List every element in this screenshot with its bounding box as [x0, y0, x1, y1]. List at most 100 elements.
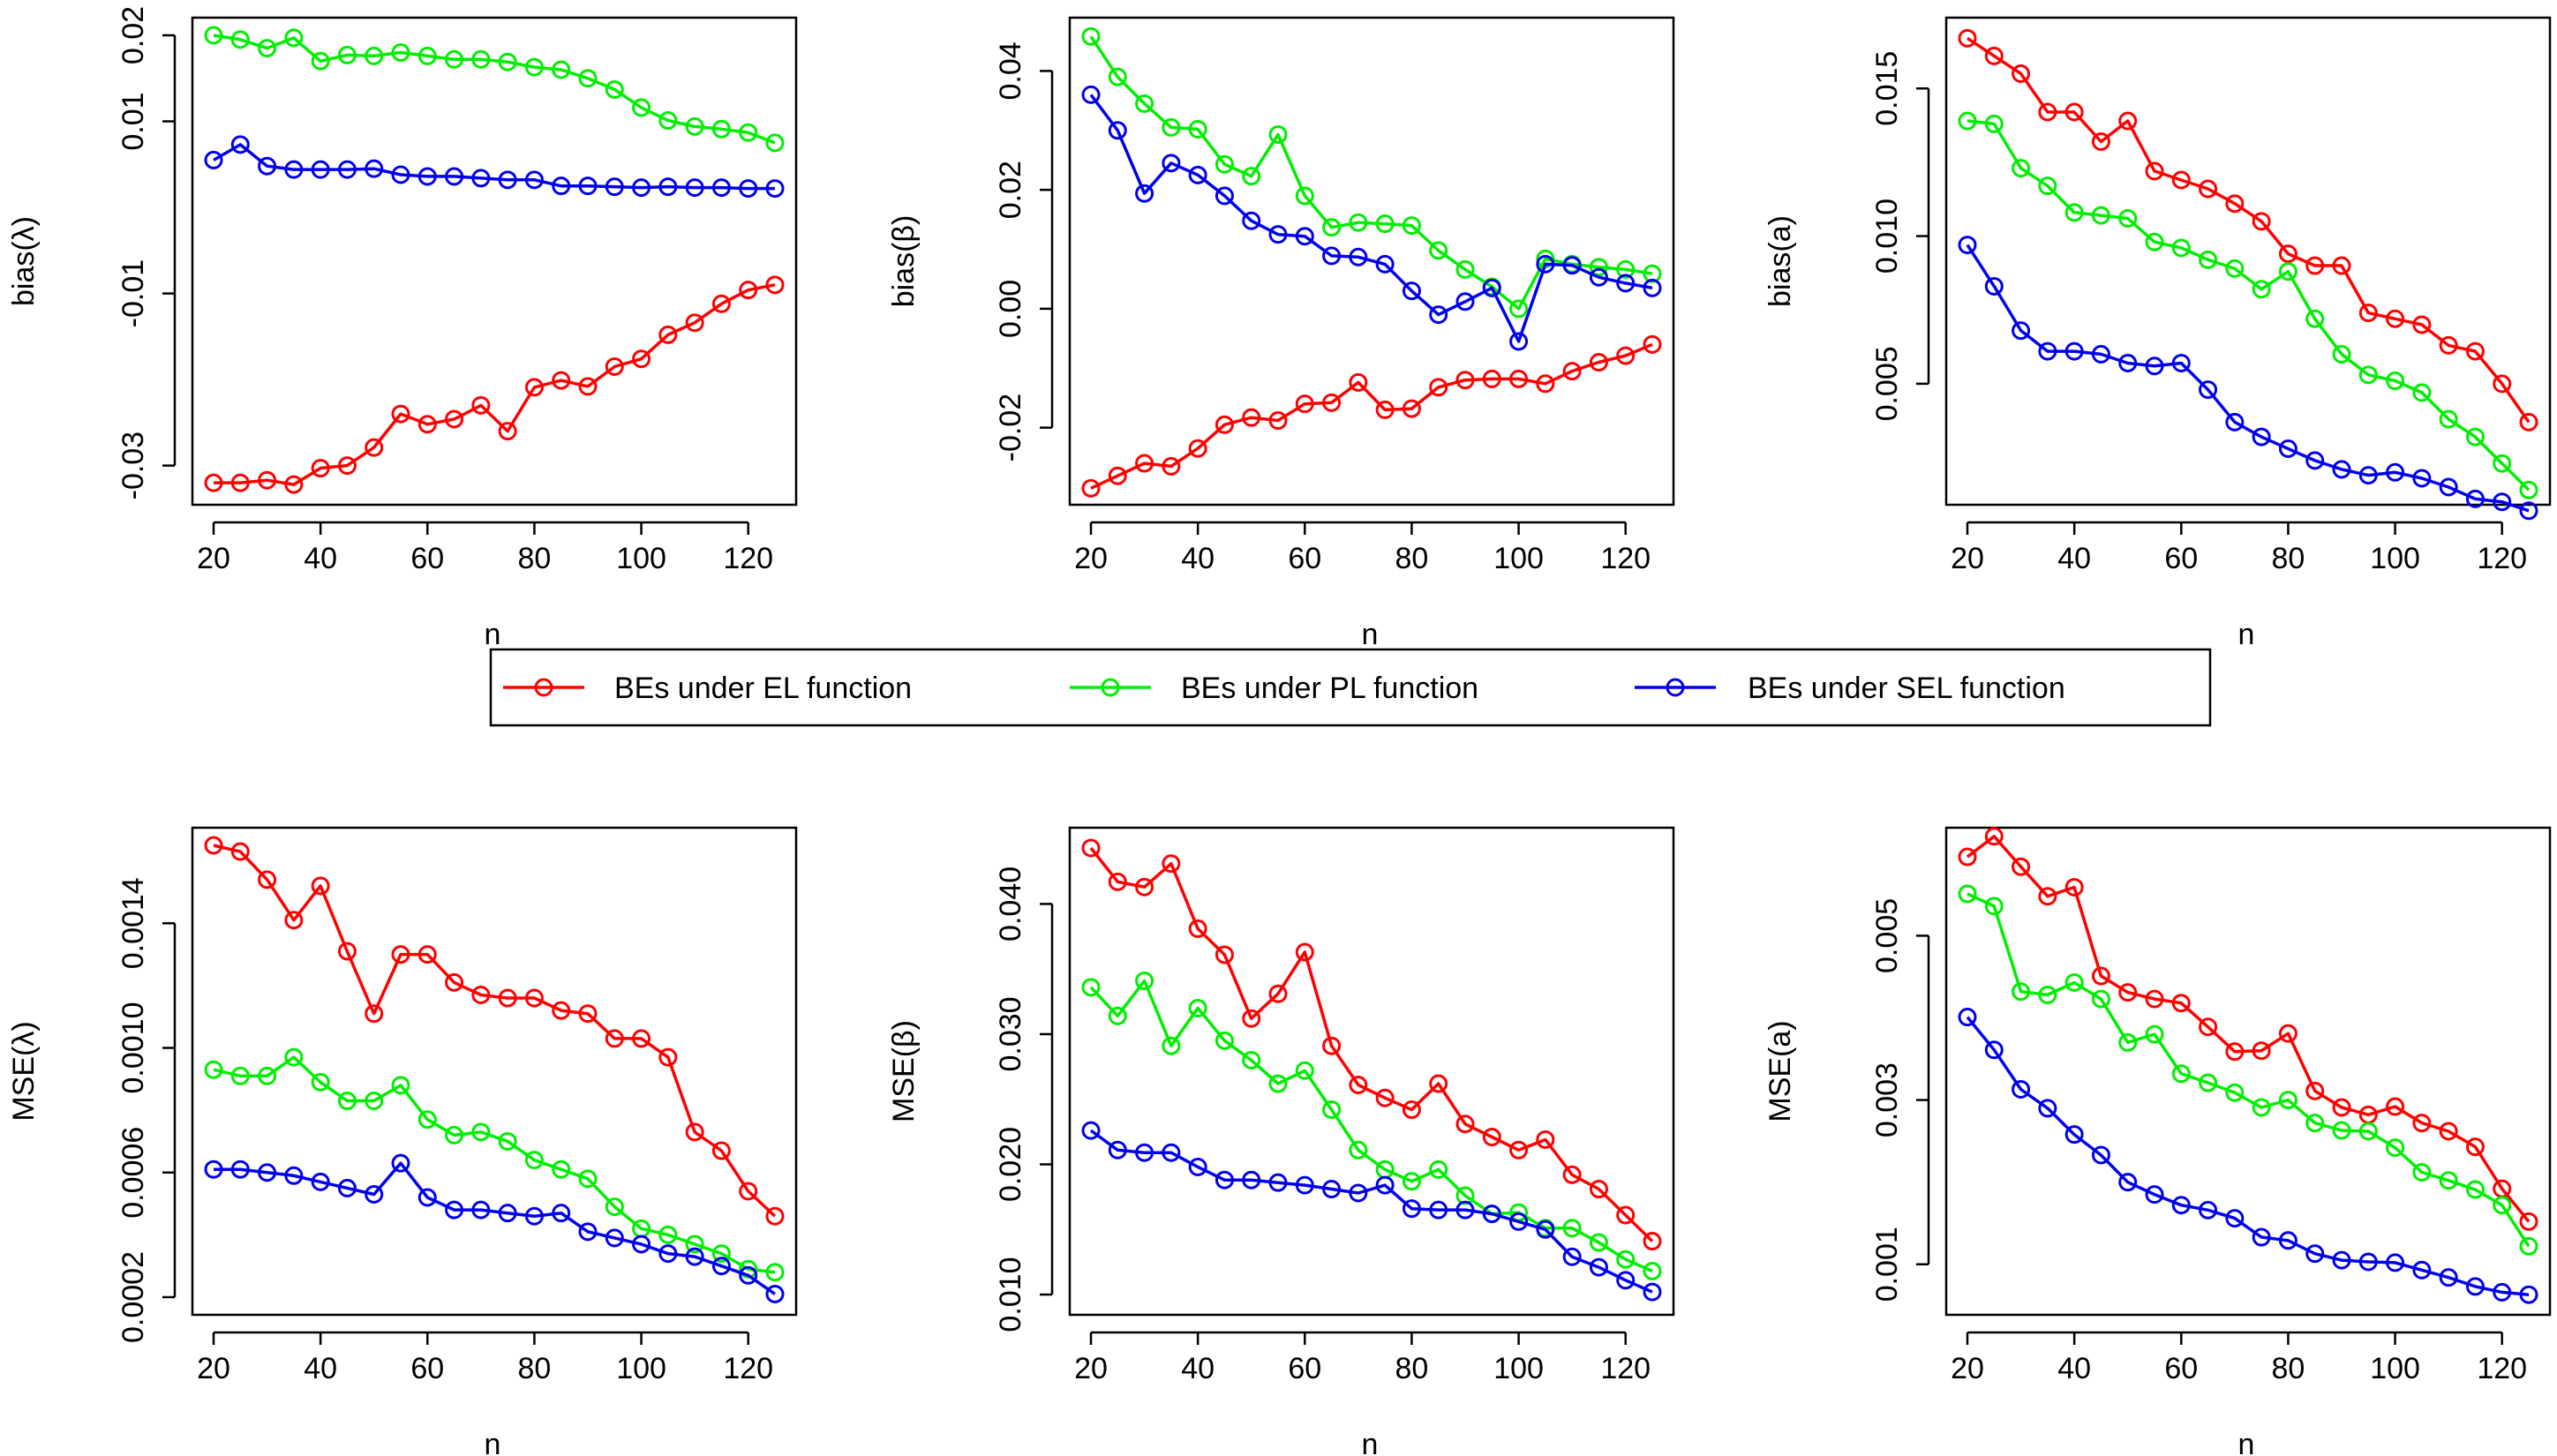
data-point — [2012, 982, 2031, 1002]
data-point — [1536, 254, 1555, 274]
data-point — [632, 1235, 651, 1254]
data-point — [2171, 170, 2191, 190]
data-point — [2493, 492, 2512, 512]
data-point — [1402, 281, 1421, 301]
data-point — [2038, 1099, 2057, 1118]
data-point — [711, 294, 731, 313]
data-point — [1322, 1100, 1342, 1120]
plot-frame — [1068, 16, 1675, 507]
data-point — [311, 160, 330, 179]
data-point — [2118, 208, 2138, 228]
data-point — [1958, 236, 1977, 255]
data-point — [1375, 400, 1395, 419]
data-point — [2332, 256, 2351, 275]
data-point — [2332, 1250, 2351, 1270]
data-point — [1242, 1009, 1261, 1028]
data-point — [2386, 309, 2405, 328]
data-point — [658, 111, 678, 131]
legend: BEs under EL function BEs under PL funct… — [489, 648, 2212, 727]
x-tick-label: 20 — [1951, 1352, 1984, 1385]
y-tick-label: 0.003 — [1870, 1062, 1904, 1137]
y-axis: -0.03 -0.01 0.01 0.02 — [117, 6, 177, 500]
data-point — [445, 972, 464, 992]
data-point — [2252, 280, 2271, 299]
data-point — [204, 1060, 223, 1079]
data-point — [2412, 315, 2432, 334]
data-point — [1215, 945, 1234, 964]
data-point — [1295, 186, 1314, 206]
data-point — [2386, 1253, 2405, 1272]
data-point — [2332, 460, 2351, 479]
legend-item-el: BEs under EL function — [503, 672, 912, 705]
data-point — [1295, 942, 1314, 962]
data-point — [632, 178, 651, 198]
data-point — [1081, 838, 1101, 858]
data-point — [365, 1184, 384, 1204]
data-point — [578, 1222, 598, 1242]
data-point — [1402, 1172, 1421, 1191]
data-point — [417, 1188, 437, 1207]
panels: 20 40 60 80 100 120 n -0.03 -0.01 0.01 0.02 bias(λ)… — [7, 6, 2552, 1456]
x-tick-label: 100 — [616, 1352, 666, 1385]
data-point — [2412, 1260, 2432, 1280]
data-point — [2358, 1122, 2378, 1141]
data-point — [552, 371, 571, 390]
data-point — [391, 1153, 410, 1173]
x-tick-label: 60 — [1288, 542, 1321, 575]
x-axis-label: n — [485, 618, 501, 651]
data-point — [605, 1197, 624, 1217]
data-point — [1455, 1186, 1475, 1205]
legend-item-sel: BEs under SEL function — [1635, 672, 2065, 705]
data-point — [1322, 218, 1342, 237]
data-point — [471, 169, 491, 188]
data-point — [2386, 462, 2405, 482]
x-tick-label: 40 — [304, 1352, 337, 1385]
data-point — [1215, 186, 1234, 206]
x-tick-label: 40 — [1181, 542, 1215, 575]
data-point — [1215, 1031, 1234, 1050]
series-sel — [1958, 1008, 2538, 1304]
data-point — [1562, 1219, 1582, 1238]
data-point — [1081, 26, 1101, 46]
y-tick-label: 0.001 — [1870, 1227, 1904, 1302]
data-point — [2465, 489, 2485, 508]
data-point — [1616, 346, 1636, 365]
data-point — [1295, 394, 1314, 414]
y-axis: 0.005 0.010 0.015 — [1870, 51, 1930, 421]
data-point — [445, 409, 464, 429]
data-point — [632, 1029, 651, 1048]
data-point — [2064, 972, 2084, 992]
data-point — [1643, 264, 1662, 283]
series-line-pl — [213, 34, 776, 145]
data-point — [1455, 292, 1475, 311]
data-point — [365, 438, 384, 457]
data-point — [2252, 212, 2271, 231]
data-point — [2305, 309, 2325, 328]
data-point — [524, 988, 544, 1008]
x-axis: 20 40 60 80 100 120 — [1951, 1331, 2527, 1385]
y-axis: 0.001 0.003 0.005 — [1870, 898, 1930, 1302]
data-point — [1188, 1157, 1207, 1176]
series-el — [1081, 838, 1662, 1251]
data-point — [230, 842, 250, 861]
data-point — [2199, 1200, 2218, 1220]
y-tick-label: -0.03 — [117, 432, 150, 500]
y-tick-label: 0.0010 — [117, 1002, 150, 1094]
x-tick-label: 80 — [1395, 542, 1429, 575]
x-tick-label: 120 — [1600, 1352, 1651, 1385]
data-point — [2091, 989, 2110, 1009]
data-point — [1349, 247, 1368, 266]
data-point — [1295, 227, 1314, 246]
series-line-el — [1090, 342, 1653, 490]
y-axis-label: bias(β) — [887, 215, 921, 308]
data-point — [365, 46, 384, 65]
plot-frame — [191, 826, 798, 1317]
data-point — [2412, 1114, 2432, 1133]
data-point — [739, 1182, 758, 1201]
data-point — [258, 1163, 277, 1182]
data-point — [1455, 1115, 1475, 1134]
x-tick-label: 80 — [518, 542, 552, 575]
series-line-sel — [214, 1161, 777, 1295]
data-point — [2519, 501, 2538, 521]
data-point — [311, 1072, 330, 1092]
